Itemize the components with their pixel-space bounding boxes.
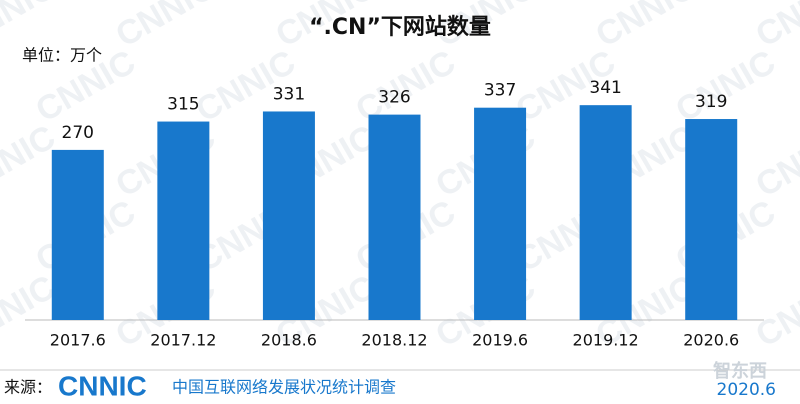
x-tick-label: 2018.6 — [261, 331, 317, 350]
x-tick-label: 2019.6 — [472, 331, 528, 350]
value-label: 337 — [484, 81, 516, 101]
bar — [579, 105, 632, 320]
watermark: CNNIC — [669, 43, 781, 130]
bar — [157, 121, 210, 320]
x-tick-label: 2018.12 — [361, 331, 427, 350]
value-label: 270 — [62, 123, 94, 143]
source-label: 来源： — [4, 378, 52, 397]
watermark: CNNIC — [589, 0, 701, 55]
corner-watermark: 智东西 — [713, 360, 767, 382]
value-label: 341 — [589, 78, 621, 98]
x-tick-label: 2017.12 — [150, 331, 216, 350]
source-logo: CNNIC — [58, 370, 147, 401]
x-tick-label: 2020.6 — [683, 331, 739, 350]
x-tick-label: 2019.12 — [573, 331, 639, 350]
watermark: CNNIC — [749, 118, 800, 205]
unit-label: 单位：万个 — [22, 46, 102, 65]
watermark: CNNIC — [109, 0, 221, 55]
source-name: 中国互联网络发展状况统计调查 — [172, 378, 396, 397]
value-label: 319 — [695, 92, 727, 112]
value-label: 315 — [167, 95, 199, 115]
source-date: 2020.6 — [717, 380, 776, 400]
watermark: CNNIC — [749, 268, 800, 355]
bar — [685, 119, 738, 320]
x-tick-label: 2017.6 — [50, 331, 106, 350]
bar — [262, 111, 315, 320]
value-label: 331 — [273, 84, 305, 104]
chart-title: “.CN”下网站数量 — [309, 14, 491, 40]
bar — [474, 107, 527, 320]
value-label: 326 — [378, 88, 410, 108]
bar — [51, 149, 104, 320]
bar — [368, 114, 421, 321]
